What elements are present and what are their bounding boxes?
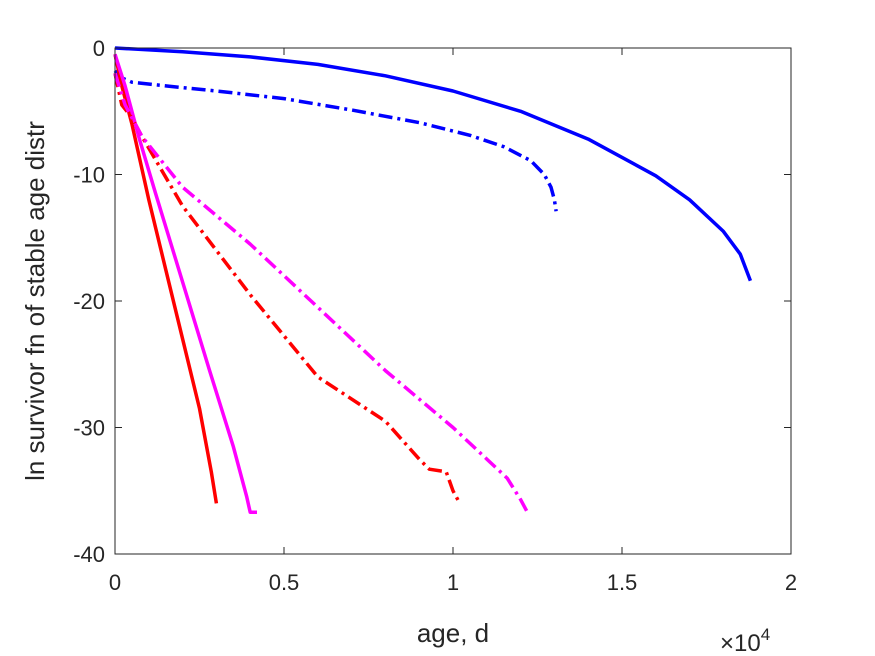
plot-area bbox=[115, 48, 791, 554]
x-tick-label: 0.5 bbox=[269, 570, 300, 595]
x-exponent-label: ×104 bbox=[720, 625, 770, 656]
series-layer bbox=[113, 46, 753, 515]
y-tick-label: -10 bbox=[73, 163, 105, 188]
y-tick-label: -20 bbox=[73, 289, 105, 314]
x-exponent-base: ×10 bbox=[720, 630, 761, 656]
x-tick-label: 0 bbox=[109, 570, 121, 595]
series-line-1 bbox=[114, 46, 753, 282]
x-axis-label: age, d bbox=[417, 618, 489, 648]
series-line-2 bbox=[113, 69, 558, 212]
series-line-4 bbox=[113, 53, 257, 515]
x-tick-label: 1 bbox=[447, 570, 459, 595]
series-line-3 bbox=[113, 53, 219, 504]
y-tick-label: -40 bbox=[73, 542, 105, 567]
x-tick-label: 2 bbox=[785, 570, 797, 595]
ticks-layer: 0 0.5 1 1.5 2 0 -10 -20 -30 -40 bbox=[73, 36, 797, 595]
x-tick-label: 1.5 bbox=[607, 570, 638, 595]
y-tick-label: 0 bbox=[93, 36, 105, 61]
y-axis-label: ln survivor fn of stable age distr bbox=[20, 121, 50, 481]
x-exponent-power: 4 bbox=[761, 625, 770, 644]
y-tick-label: -30 bbox=[73, 416, 105, 441]
series-line-6 bbox=[113, 72, 529, 514]
